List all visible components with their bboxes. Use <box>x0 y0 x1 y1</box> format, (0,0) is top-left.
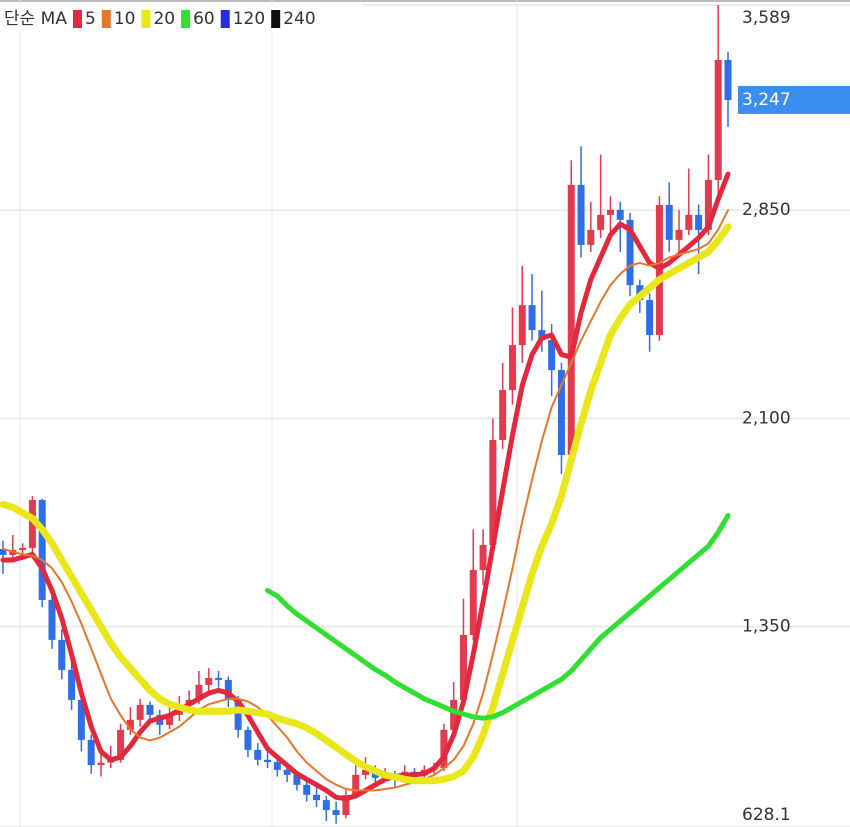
candle-body <box>499 390 507 441</box>
current-price-box <box>738 85 850 114</box>
candle-body <box>215 677 223 680</box>
legend-label: 5 <box>85 9 96 29</box>
y-tick-label: 3,589 <box>742 8 791 28</box>
candle-body <box>28 499 36 549</box>
candle-body <box>724 59 732 100</box>
candle-body <box>675 229 683 240</box>
candle-body <box>567 184 575 456</box>
legend: 단순 MA 5 10 20 60 120 240 <box>0 4 362 32</box>
legend-label: 60 <box>193 9 215 29</box>
candle-body <box>352 774 360 796</box>
candle-body <box>508 345 516 391</box>
y-tick-label: 1,350 <box>742 617 791 637</box>
candle-body <box>0 548 7 555</box>
candle-body <box>166 714 174 725</box>
candle-body <box>695 214 703 230</box>
candle-body <box>557 370 565 456</box>
candle-body <box>362 769 369 775</box>
candle-body <box>469 569 477 635</box>
candle-body <box>440 729 448 769</box>
candle-body <box>48 599 56 640</box>
candle-body <box>87 739 95 766</box>
ma-line <box>2 209 729 792</box>
ma-line <box>0 223 732 785</box>
candle-body <box>577 184 585 245</box>
candle-body <box>616 209 624 220</box>
candle-body <box>704 179 712 230</box>
candle-body <box>548 340 556 371</box>
candle-body <box>665 204 673 240</box>
current-price-label: 3,247 <box>742 90 791 110</box>
candle-body <box>685 214 693 230</box>
candle-body <box>332 810 340 816</box>
candle-body <box>303 784 311 795</box>
legend-swatch <box>220 10 230 28</box>
candle-body <box>126 719 134 730</box>
candle-body <box>117 729 125 760</box>
candle-body <box>234 699 242 730</box>
candle-body <box>714 59 722 180</box>
candle-body <box>195 684 203 700</box>
candle-body <box>538 330 546 341</box>
candle-body <box>322 800 330 811</box>
candle-body <box>283 769 291 775</box>
y-tick-label: 628.1 <box>742 805 791 825</box>
candle-body <box>597 214 605 230</box>
candle-body <box>224 679 232 700</box>
candle-body <box>244 729 252 750</box>
y-tick-label: 2,850 <box>742 200 791 220</box>
candle-body <box>606 209 614 215</box>
candle-body <box>19 548 27 550</box>
candle-body <box>646 300 654 336</box>
candle-body <box>264 759 272 763</box>
legend-label: 240 <box>283 9 315 29</box>
candle-body <box>97 762 105 766</box>
grid <box>0 4 850 827</box>
candle-body <box>77 699 85 740</box>
legend-swatch <box>141 10 151 28</box>
ma-line <box>265 513 731 721</box>
legend-swatch <box>72 10 82 28</box>
candle-body <box>459 634 467 700</box>
candle-body <box>58 639 66 670</box>
legend-bg <box>0 4 362 32</box>
candle-body <box>342 795 350 816</box>
candle-body <box>518 305 526 346</box>
candle-body <box>479 544 487 570</box>
legend-label: 10 <box>114 9 136 29</box>
legend-label: 20 <box>153 9 175 29</box>
candle-body <box>205 677 213 685</box>
candle-body <box>450 699 458 730</box>
candle-body <box>38 499 46 600</box>
candle-body <box>254 749 262 760</box>
candle-body <box>528 305 536 331</box>
y-tick-label: 2,100 <box>742 408 791 428</box>
candle-body <box>489 440 497 545</box>
legend-title: 단순 MA <box>4 9 67 29</box>
legend-swatch <box>101 10 111 28</box>
legend-swatch <box>271 10 281 28</box>
plot <box>0 5 732 824</box>
candle-body <box>293 774 301 785</box>
candle-body <box>68 669 76 700</box>
candle-body <box>136 704 144 720</box>
candle-body <box>313 794 321 801</box>
candle-body <box>587 229 595 245</box>
candle-body <box>273 762 281 770</box>
candle-body <box>626 219 634 286</box>
legend-swatch <box>181 10 191 28</box>
ma-line <box>0 171 731 802</box>
legend-label: 120 <box>233 9 265 29</box>
y-axis: 3,589 2,850 2,100 1,350 628.1 3,247 <box>738 8 850 825</box>
candle-body <box>146 704 154 715</box>
